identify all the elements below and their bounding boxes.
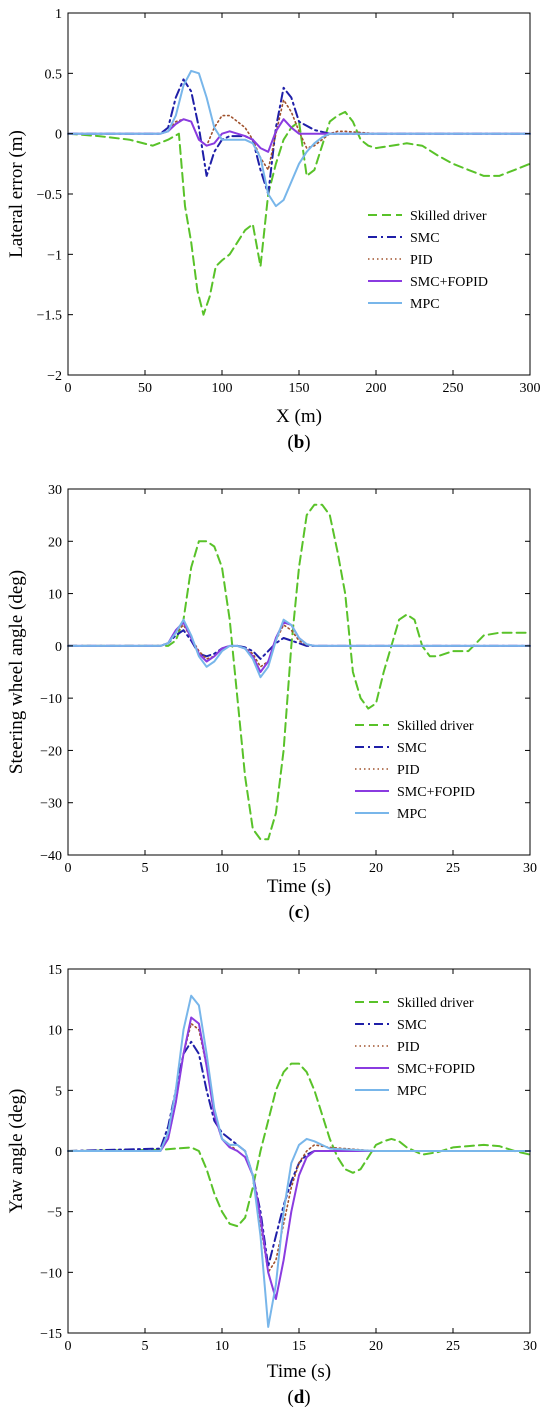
- x-axis-label: Time (s): [267, 876, 331, 897]
- series-line-smc: [67, 629, 531, 660]
- x-tick-label: 25: [446, 861, 460, 876]
- x-tick-label: 200: [366, 381, 387, 396]
- x-axis-label: Time (s): [267, 1361, 331, 1382]
- series-line-pid: [67, 1022, 531, 1274]
- series-line-smc-fopid: [67, 1016, 531, 1300]
- panel-caption-letter: b: [294, 432, 305, 453]
- y-tick-label: 10: [48, 1024, 62, 1039]
- chart-panel-d: 0 5 10 15 20 25 30 −15 −10 −5 0 5 10 15 Time (s) Yaw an…: [6, 963, 537, 1408]
- x-tick-label: 10: [215, 861, 229, 876]
- x-tick-label: 0: [65, 381, 72, 396]
- x-tick-label: 5: [142, 1339, 149, 1354]
- series-line-pid: [67, 99, 531, 171]
- x-tick-label: 10: [215, 1339, 229, 1354]
- y-tick-label: −20: [40, 744, 62, 759]
- panel-caption: (b): [287, 432, 310, 453]
- legend-label-pid: PID: [397, 1040, 420, 1055]
- x-tick-label: 50: [138, 381, 152, 396]
- series-group: [67, 69, 531, 316]
- y-tick-label: −1.5: [37, 309, 62, 324]
- y-tick-label: −2: [47, 369, 62, 384]
- series-line-mpc: [67, 618, 531, 679]
- panel-caption: (d): [287, 1387, 310, 1408]
- y-tick-label: 20: [48, 535, 62, 550]
- series-line-skilled-driver: [67, 1062, 531, 1228]
- y-tick-label: 0: [55, 640, 62, 655]
- legend: Skilled driver SMC PID SMC+FOPID MPC: [355, 996, 475, 1099]
- axes-frame: [67, 12, 531, 376]
- y-tick-label: 0: [55, 1145, 62, 1160]
- legend-label-skilled-driver: Skilled driver: [397, 996, 474, 1011]
- y-axis-label: Lateral error (m): [6, 130, 27, 258]
- legend-label-pid: PID: [397, 763, 420, 778]
- y-tick-label: 5: [55, 1084, 62, 1099]
- y-tick-label: −10: [40, 692, 62, 707]
- y-tick-label: −40: [40, 849, 62, 864]
- series-line-smc-fopid: [67, 621, 531, 673]
- y-tick-label: −15: [40, 1327, 62, 1342]
- legend-label-smc: SMC: [410, 231, 440, 246]
- chart-panel-c: 0 5 10 15 20 25 30 −40 −30 −20 −10 0 10 20 30 Time (s) S…: [6, 483, 537, 923]
- legend-label-smc: SMC: [397, 741, 427, 756]
- legend: Skilled driver SMC PID SMC+FOPID MPC: [368, 209, 488, 312]
- x-tick-label: 20: [369, 861, 383, 876]
- x-tick-label: 0: [65, 861, 72, 876]
- legend-label-mpc: MPC: [410, 297, 440, 312]
- legend-label-skilled-driver: Skilled driver: [410, 209, 487, 224]
- y-tick-label: 0.5: [45, 67, 63, 82]
- x-tick-label: 15: [292, 861, 306, 876]
- x-tick-label: 100: [212, 381, 233, 396]
- legend-label-smc-fopid: SMC+FOPID: [410, 275, 488, 290]
- x-axis-label: X (m): [276, 406, 322, 427]
- y-tick-label: −10: [40, 1266, 62, 1281]
- x-tick-label: 0: [65, 1339, 72, 1354]
- axes-frame: [67, 488, 531, 856]
- x-tick-label: 300: [520, 381, 541, 396]
- y-tick-label: −5: [47, 1206, 62, 1221]
- legend: Skilled driver SMC PID SMC+FOPID MPC: [355, 719, 475, 822]
- x-tick-label: 5: [142, 861, 149, 876]
- series-line-mpc: [67, 994, 531, 1328]
- panel-caption: (c): [288, 902, 309, 923]
- y-tick-label: −1: [47, 248, 62, 263]
- legend-label-pid: PID: [410, 253, 433, 268]
- y-tick-label: −30: [40, 797, 62, 812]
- series-line-smc: [67, 78, 531, 195]
- y-axis-label: Yaw angle (deg): [6, 1089, 27, 1214]
- y-tick-label: −0.5: [37, 188, 62, 203]
- x-tick-label: 30: [523, 1339, 537, 1354]
- y-tick-label: 1: [55, 7, 62, 22]
- x-tick-label: 150: [289, 381, 310, 396]
- panel-caption-letter: c: [295, 902, 303, 923]
- x-tick-label: 30: [523, 861, 537, 876]
- x-tick-label: 15: [292, 1339, 306, 1354]
- legend-label-smc-fopid: SMC+FOPID: [397, 1062, 475, 1077]
- x-tick-label: 25: [446, 1339, 460, 1354]
- x-tick-label: 20: [369, 1339, 383, 1354]
- series-line-mpc: [67, 69, 531, 208]
- legend-label-mpc: MPC: [397, 807, 427, 822]
- legend-label-skilled-driver: Skilled driver: [397, 719, 474, 734]
- panel-caption-letter: d: [294, 1387, 305, 1408]
- series-group: [67, 503, 531, 841]
- chart-panel-b: 0 50 100 150 200 250 300 −2 −1.5 −1 −0.5 0 0.5 1 X (m)…: [6, 7, 541, 453]
- legend-label-smc: SMC: [397, 1018, 427, 1033]
- series-line-smc-fopid: [67, 118, 531, 153]
- y-tick-label: 30: [48, 483, 62, 498]
- y-axis-label: Steering wheel angle (deg): [6, 570, 27, 774]
- legend-label-mpc: MPC: [397, 1084, 427, 1099]
- y-tick-label: 0: [55, 128, 62, 143]
- series-group: [67, 994, 531, 1328]
- x-tick-label: 250: [443, 381, 464, 396]
- series-line-skilled-driver: [67, 503, 531, 841]
- legend-label-smc-fopid: SMC+FOPID: [397, 785, 475, 800]
- y-tick-label: 15: [48, 963, 62, 978]
- y-tick-label: 10: [48, 588, 62, 603]
